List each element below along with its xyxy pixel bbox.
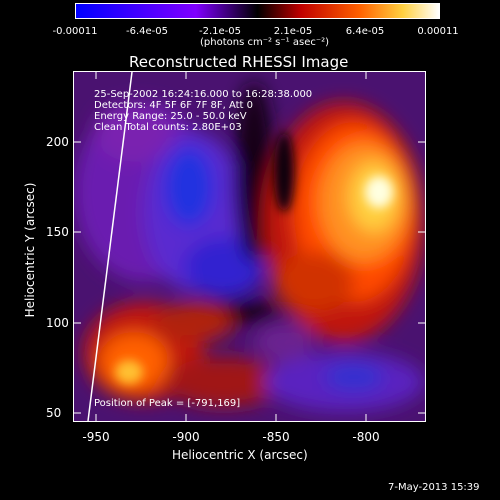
solar-image bbox=[74, 72, 425, 421]
x-axis-label: Heliocentric X (arcsec) bbox=[172, 448, 308, 462]
x-tick-label: -850 bbox=[262, 430, 290, 444]
colorbar-tick: -0.00011 bbox=[52, 26, 98, 37]
image-title: Reconstructed RHESSI Image bbox=[129, 53, 349, 71]
colorbar-tick: 6.4e-05 bbox=[345, 26, 385, 37]
colorbar-unit-label: (photons cm⁻² s⁻¹ asec⁻²) bbox=[200, 37, 330, 48]
y-tick-label: 50 bbox=[46, 406, 62, 420]
info-total-counts: Clean Total counts: 2.80E+03 bbox=[94, 122, 242, 133]
info-energy-range: Energy Range: 25.0 - 50.0 keV bbox=[94, 111, 247, 122]
y-tick-label: 150 bbox=[46, 225, 69, 239]
x-tick-label: -900 bbox=[172, 430, 200, 444]
x-tick-label: -950 bbox=[82, 430, 110, 444]
info-detectors: Detectors: 4F 5F 6F 7F 8F, Att 0 bbox=[94, 100, 254, 111]
info-peak-position: Position of Peak = [-791,169] bbox=[94, 398, 241, 409]
colorbar-tick: -6.4e-05 bbox=[126, 26, 168, 37]
info-time-range: 25-Sep-2002 16:24:16.000 to 16:28:38.000 bbox=[94, 89, 313, 100]
x-tick-label: -800 bbox=[352, 430, 380, 444]
y-axis-label: Heliocentric Y (arcsec) bbox=[23, 182, 37, 318]
solar-image-plot bbox=[73, 71, 426, 422]
y-tick-label: 100 bbox=[46, 316, 69, 330]
colorbar-tick: 0.00011 bbox=[417, 26, 459, 37]
colorbar-tick: -2.1e-05 bbox=[199, 26, 241, 37]
y-tick-label: 200 bbox=[46, 135, 69, 149]
colorbar-tick: 2.1e-05 bbox=[273, 26, 313, 37]
timestamp: 7-May-2013 15:39 bbox=[388, 482, 480, 493]
colorbar bbox=[75, 3, 440, 19]
